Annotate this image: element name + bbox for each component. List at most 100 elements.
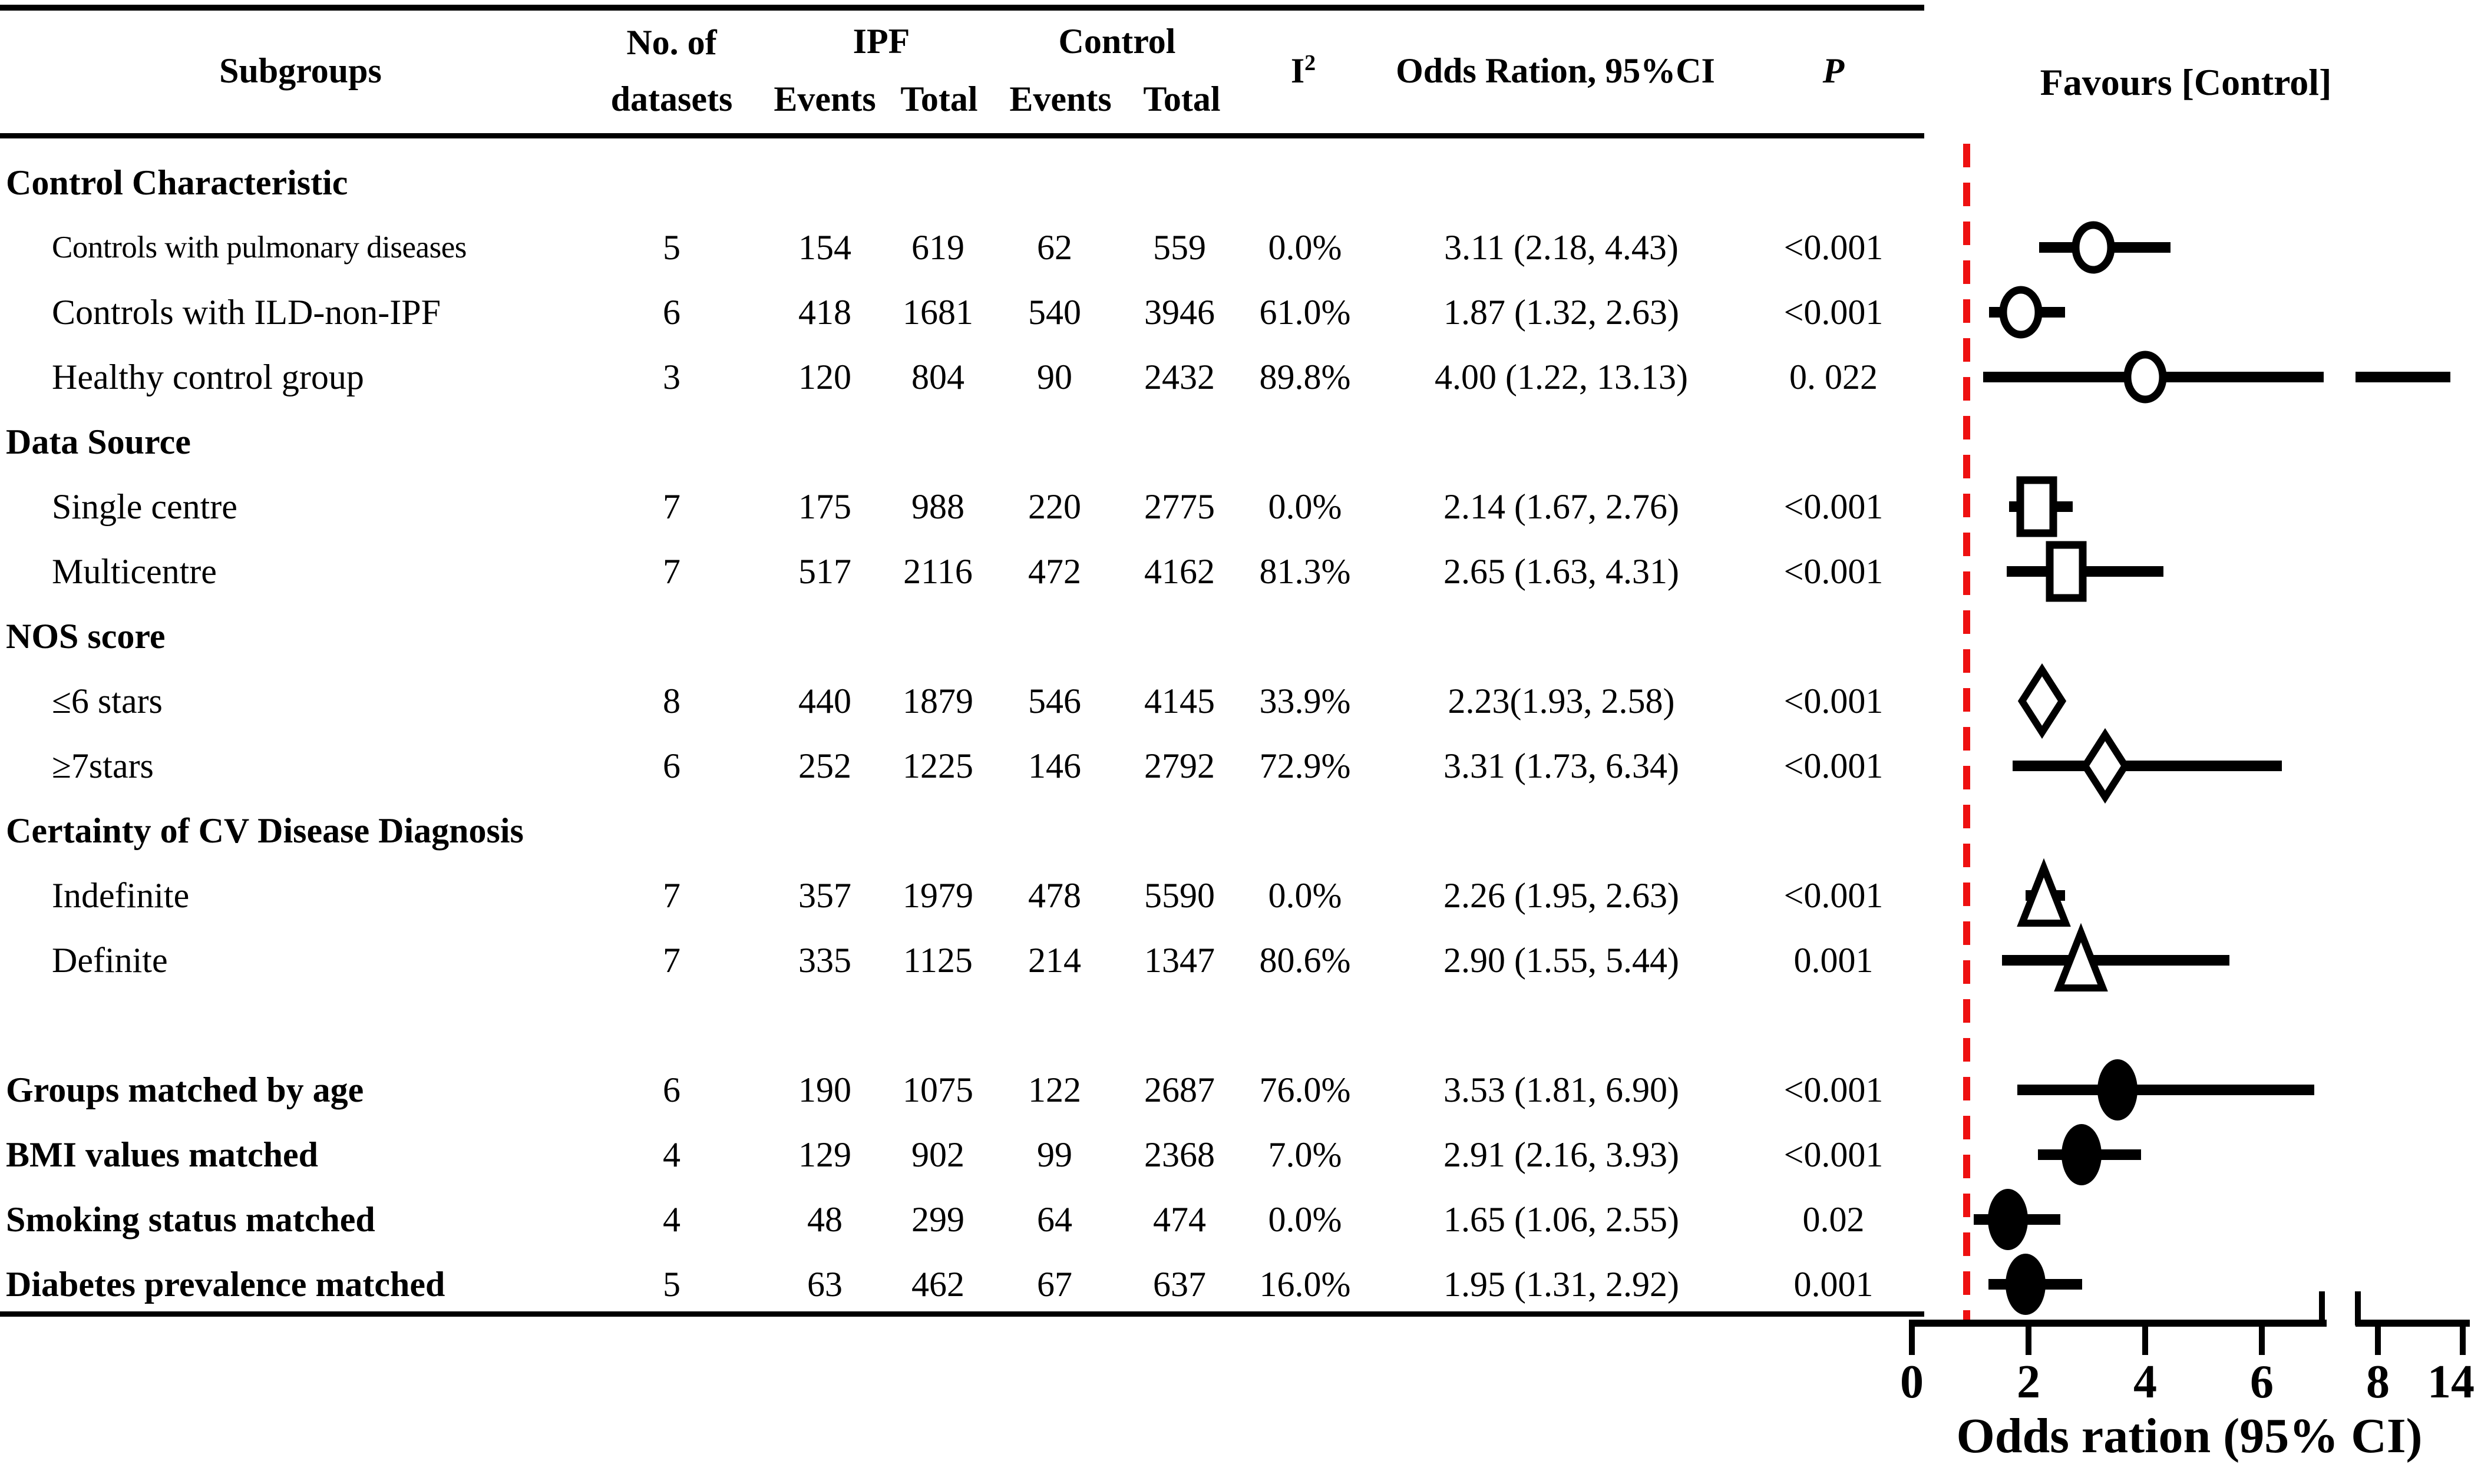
cell-control-events: 540 — [1028, 293, 1081, 332]
axis-tick — [2460, 1323, 2466, 1355]
cell-ipf-events: 252 — [798, 746, 851, 785]
cell-p: <0.001 — [1783, 1135, 1884, 1174]
cell-or-ci: 2.91 (2.16, 3.93) — [1443, 1135, 1679, 1174]
cell-control-total: 559 — [1153, 228, 1206, 267]
cell-p: <0.001 — [1783, 876, 1884, 915]
cell-p: <0.001 — [1783, 228, 1884, 267]
cell-or-ci: 1.87 (1.32, 2.63) — [1443, 293, 1679, 332]
ci-line — [2013, 761, 2282, 771]
col-header-ipf-events: Events — [774, 80, 876, 118]
ci-line-beyond-break — [2356, 372, 2451, 382]
col-header-ipf: IPF — [853, 22, 910, 61]
cell-ipf-events: 175 — [798, 487, 851, 526]
col-header-odds-ratio: Odds Ration, 95%CI — [1396, 51, 1715, 90]
axis-tick — [2259, 1323, 2265, 1355]
row-label: Controls with ILD-non-IPF — [52, 293, 441, 332]
cell-ipf-events: 190 — [798, 1070, 851, 1109]
col-header-p: P — [1822, 51, 1845, 90]
cell-or-ci: 2.23(1.93, 2.58) — [1448, 682, 1675, 720]
cell-i2: 80.6% — [1259, 941, 1351, 980]
cell-or-ci: 3.11 (2.18, 4.43) — [1444, 228, 1679, 267]
cell-or-ci: 3.31 (1.73, 6.34) — [1443, 746, 1679, 785]
cell-p: 0. 022 — [1789, 358, 1878, 396]
row-label: Definite — [52, 941, 168, 980]
cell-ipf-events: 517 — [798, 552, 851, 591]
col-header-control-total: Total — [1143, 80, 1221, 118]
axis-break-tick-right — [2355, 1291, 2361, 1326]
axis-tick-label: 4 — [2133, 1356, 2157, 1408]
header-rule — [0, 133, 1924, 138]
cell-ipf-total: 1681 — [903, 293, 973, 332]
triangle-marker — [2043, 922, 2119, 999]
reference-line-or1 — [1963, 144, 1970, 1320]
cell-datasets: 4 — [663, 1135, 680, 1174]
cell-datasets: 4 — [663, 1200, 680, 1239]
cell-control-events: 478 — [1028, 876, 1081, 915]
cell-ipf-total: 462 — [911, 1265, 964, 1304]
cell-control-events: 64 — [1037, 1200, 1072, 1239]
cell-ipf-total: 299 — [911, 1200, 964, 1239]
ci-line — [2002, 955, 2229, 966]
cell-or-ci: 4.00 (1.22, 13.13) — [1435, 358, 1688, 396]
cell-control-total: 474 — [1153, 1200, 1206, 1239]
cell-control-events: 214 — [1028, 941, 1081, 980]
favours-label: Favours [Control] — [2040, 61, 2332, 103]
cell-datasets: 7 — [663, 941, 680, 980]
cell-control-total: 4145 — [1144, 682, 1215, 720]
cell-ipf-events: 48 — [807, 1200, 843, 1239]
axis-tick — [1909, 1323, 1915, 1355]
cell-ipf-events: 440 — [798, 682, 851, 720]
top-rule — [0, 5, 1924, 11]
row-label: Diabetes prevalence matched — [6, 1265, 445, 1304]
cell-or-ci: 1.95 (1.31, 2.92) — [1443, 1265, 1679, 1304]
cell-datasets: 3 — [663, 358, 680, 396]
cell-ipf-events: 129 — [798, 1135, 851, 1174]
cell-ipf-total: 1879 — [903, 682, 973, 720]
cell-or-ci: 2.14 (1.67, 2.76) — [1443, 487, 1679, 526]
col-header-subgroups: Subgroups — [219, 51, 382, 90]
cell-ipf-events: 335 — [798, 941, 851, 980]
cell-ipf-total: 1979 — [903, 876, 973, 915]
cell-i2: 81.3% — [1259, 552, 1351, 591]
axis-tick — [2026, 1323, 2031, 1355]
bottom-rule — [0, 1311, 1924, 1317]
cell-ipf-total: 1075 — [903, 1070, 973, 1109]
triangle-marker — [2006, 857, 2082, 934]
cell-ipf-total: 619 — [911, 228, 964, 267]
cell-or-ci: 2.90 (1.55, 5.44) — [1443, 941, 1679, 980]
cell-ipf-total: 1225 — [903, 746, 973, 785]
cell-p: <0.001 — [1783, 1070, 1884, 1109]
cell-control-events: 62 — [1037, 228, 1072, 267]
axis-tick-label: 6 — [2250, 1356, 2274, 1408]
cell-or-ci: 3.53 (1.81, 6.90) — [1443, 1070, 1679, 1109]
cell-ipf-total: 988 — [911, 487, 964, 526]
cell-datasets: 6 — [663, 1070, 680, 1109]
axis-tick — [2142, 1323, 2148, 1355]
axis-break-tick-left — [2319, 1291, 2325, 1326]
cell-ipf-events: 63 — [807, 1265, 843, 1304]
cell-datasets: 6 — [663, 293, 680, 332]
row-label: Multicentre — [52, 552, 217, 591]
cell-or-ci: 2.65 (1.63, 4.31) — [1443, 552, 1679, 591]
axis-tick-label: 14 — [2427, 1356, 2475, 1408]
circle-marker — [2055, 209, 2132, 286]
col-header-control-events: Events — [1009, 80, 1112, 118]
axis-tick-label: 2 — [2017, 1356, 2040, 1408]
cell-ipf-events: 154 — [798, 228, 851, 267]
cell-control-total: 2432 — [1144, 358, 1215, 396]
cell-control-events: 90 — [1037, 358, 1072, 396]
axis-tick — [2375, 1323, 2381, 1355]
x-axis-left-segment — [1909, 1320, 2327, 1327]
cell-control-events: 99 — [1037, 1135, 1072, 1174]
cell-control-total: 3946 — [1144, 293, 1215, 332]
diamond-marker — [2004, 663, 2080, 739]
section-heading: NOS score — [6, 617, 166, 656]
cell-ipf-total: 902 — [911, 1135, 964, 1174]
cell-p: <0.001 — [1783, 746, 1884, 785]
cell-p: <0.001 — [1783, 293, 1884, 332]
cell-control-total: 637 — [1153, 1265, 1206, 1304]
row-label: Healthy control group — [52, 358, 364, 396]
cell-control-events: 546 — [1028, 682, 1081, 720]
i2-superscript: 2 — [1304, 51, 1316, 75]
cell-i2: 7.0% — [1268, 1135, 1342, 1174]
